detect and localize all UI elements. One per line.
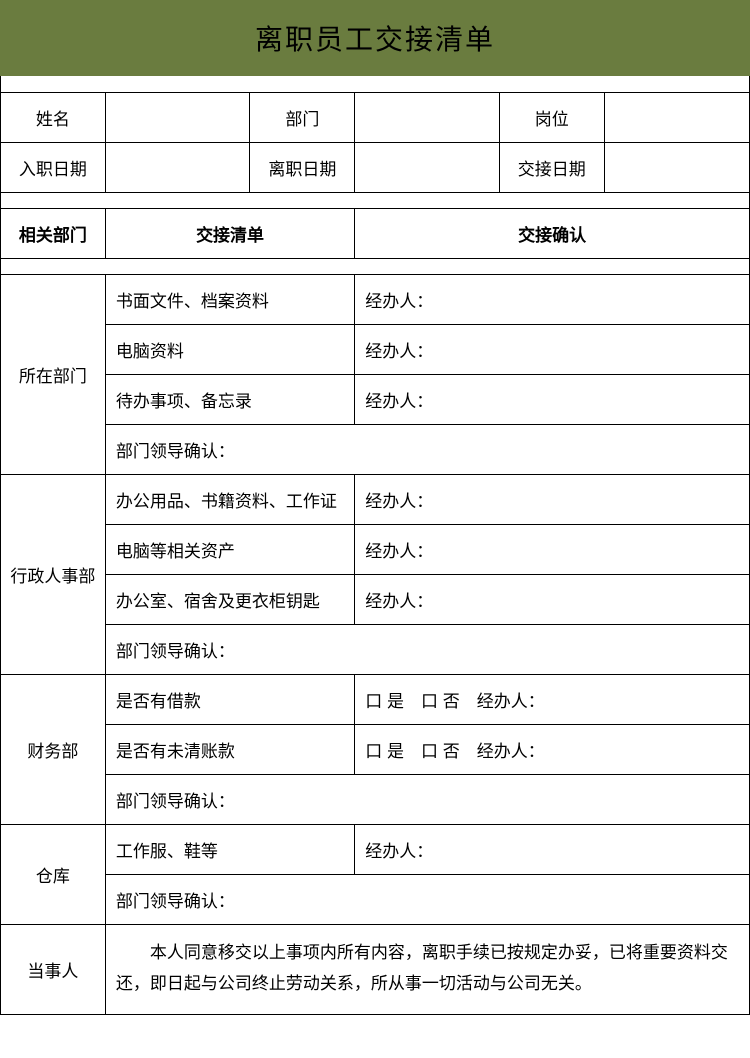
own-dept-leader-row: 部门领导确认： <box>1 424 750 474</box>
handover-form-table: 姓名 部门 岗位 入职日期 离职日期 交接日期 相关部门 交接清单 交接确认 所… <box>0 76 750 1015</box>
position-value[interactable] <box>604 92 749 142</box>
warehouse-leader-row: 部门领导确认： <box>1 874 750 924</box>
hr-dept-row-1: 行政人事部 办公用品、书籍资料、工作证 经办人： <box>1 474 750 524</box>
own-dept-handler-2[interactable]: 经办人： <box>355 324 750 374</box>
hr-dept-item-1: 办公用品、书籍资料、工作证 <box>105 474 354 524</box>
hr-dept-leader-row: 部门领导确认： <box>1 624 750 674</box>
finance-dept-label: 财务部 <box>1 674 106 824</box>
name-value[interactable] <box>105 92 250 142</box>
section-header-row: 相关部门 交接清单 交接确认 <box>1 208 750 258</box>
own-dept-handler-1[interactable]: 经办人： <box>355 274 750 324</box>
finance-dept-row-2: 是否有未清账款 口 是 口 否 经办人： <box>1 724 750 774</box>
finance-dept-row-1: 财务部 是否有借款 口 是 口 否 经办人： <box>1 674 750 724</box>
hr-dept-row-2: 电脑等相关资产 经办人： <box>1 524 750 574</box>
position-label: 岗位 <box>499 92 604 142</box>
dept-label: 部门 <box>250 92 355 142</box>
handover-confirm-header: 交接确认 <box>355 208 750 258</box>
finance-dept-leader-row: 部门领导确认： <box>1 774 750 824</box>
party-declaration: 本人同意移交以上事项内所有内容，离职手续已按规定办妥，已将重要资料交还，即日起与… <box>105 924 749 1014</box>
warehouse-leader-confirm[interactable]: 部门领导确认： <box>105 874 749 924</box>
warehouse-row-1: 仓库 工作服、鞋等 经办人： <box>1 824 750 874</box>
hr-dept-row-3: 办公室、宿舍及更衣柜钥匙 经办人： <box>1 574 750 624</box>
hr-dept-handler-1[interactable]: 经办人： <box>355 474 750 524</box>
own-dept-item-2: 电脑资料 <box>105 324 354 374</box>
handover-date-label: 交接日期 <box>499 142 604 192</box>
info-row-1: 姓名 部门 岗位 <box>1 92 750 142</box>
hr-dept-item-3: 办公室、宿舍及更衣柜钥匙 <box>105 574 354 624</box>
dept-value[interactable] <box>355 92 500 142</box>
own-dept-row-2: 电脑资料 经办人： <box>1 324 750 374</box>
warehouse-item-1: 工作服、鞋等 <box>105 824 354 874</box>
entry-date-value[interactable] <box>105 142 250 192</box>
handover-list-header: 交接清单 <box>105 208 354 258</box>
own-dept-label: 所在部门 <box>1 274 106 474</box>
own-dept-item-3: 待办事项、备忘录 <box>105 374 354 424</box>
warehouse-handler-1[interactable]: 经办人： <box>355 824 750 874</box>
name-label: 姓名 <box>1 92 106 142</box>
hr-dept-leader-confirm[interactable]: 部门领导确认： <box>105 624 749 674</box>
entry-date-label: 入职日期 <box>1 142 106 192</box>
own-dept-row-3: 待办事项、备忘录 经办人： <box>1 374 750 424</box>
own-dept-item-1: 书面文件、档案资料 <box>105 274 354 324</box>
own-dept-row-1: 所在部门 书面文件、档案资料 经办人： <box>1 274 750 324</box>
page-title: 离职员工交接清单 <box>0 0 750 76</box>
hr-dept-handler-3[interactable]: 经办人： <box>355 574 750 624</box>
leave-date-label: 离职日期 <box>250 142 355 192</box>
finance-dept-item-2: 是否有未清账款 <box>105 724 354 774</box>
finance-dept-leader-confirm[interactable]: 部门领导确认： <box>105 774 749 824</box>
hr-dept-handler-2[interactable]: 经办人： <box>355 524 750 574</box>
leave-date-value[interactable] <box>355 142 500 192</box>
handover-date-value[interactable] <box>604 142 749 192</box>
own-dept-handler-3[interactable]: 经办人： <box>355 374 750 424</box>
warehouse-label: 仓库 <box>1 824 106 924</box>
own-dept-leader-confirm[interactable]: 部门领导确认： <box>105 424 749 474</box>
party-label: 当事人 <box>1 924 106 1014</box>
hr-dept-label: 行政人事部 <box>1 474 106 674</box>
finance-dept-yesno-1[interactable]: 口 是 口 否 经办人： <box>355 674 750 724</box>
hr-dept-item-2: 电脑等相关资产 <box>105 524 354 574</box>
party-row: 当事人 本人同意移交以上事项内所有内容，离职手续已按规定办妥，已将重要资料交还，… <box>1 924 750 1014</box>
info-row-2: 入职日期 离职日期 交接日期 <box>1 142 750 192</box>
related-dept-header: 相关部门 <box>1 208 106 258</box>
finance-dept-item-1: 是否有借款 <box>105 674 354 724</box>
finance-dept-yesno-2[interactable]: 口 是 口 否 经办人： <box>355 724 750 774</box>
